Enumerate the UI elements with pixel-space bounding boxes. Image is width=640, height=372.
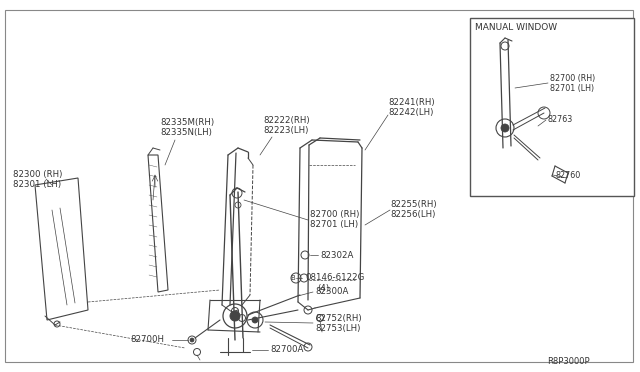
Circle shape — [501, 124, 509, 132]
Text: 82255(RH): 82255(RH) — [390, 201, 436, 209]
Text: 82753(LH): 82753(LH) — [315, 324, 360, 333]
Circle shape — [230, 311, 240, 321]
Text: 82701 (LH): 82701 (LH) — [550, 83, 594, 93]
Text: 82701 (LH): 82701 (LH) — [310, 221, 358, 230]
Text: 08146-6122G: 08146-6122G — [305, 273, 364, 282]
Text: 82335M(RH): 82335M(RH) — [160, 118, 214, 126]
Bar — [470, 18, 634, 196]
Text: 82242(LH): 82242(LH) — [388, 108, 433, 116]
Text: 82302A: 82302A — [320, 250, 353, 260]
Text: 82335N(LH): 82335N(LH) — [160, 128, 212, 137]
Text: 82223(LH): 82223(LH) — [263, 125, 308, 135]
Text: 82301 (LH): 82301 (LH) — [13, 180, 61, 189]
Text: 82700 (RH): 82700 (RH) — [550, 74, 595, 83]
Text: 82300A: 82300A — [315, 288, 348, 296]
Text: 82300 (RH): 82300 (RH) — [13, 170, 62, 180]
Text: 82760: 82760 — [555, 170, 580, 180]
Text: (4): (4) — [317, 283, 329, 292]
Text: 82700 (RH): 82700 (RH) — [310, 211, 360, 219]
Text: 82222(RH): 82222(RH) — [263, 115, 310, 125]
Text: 82700H: 82700H — [130, 336, 164, 344]
Text: 82700A: 82700A — [270, 346, 303, 355]
Text: 82256(LH): 82256(LH) — [390, 211, 435, 219]
Circle shape — [252, 317, 258, 323]
Text: 82763: 82763 — [548, 115, 573, 125]
Text: MANUAL WINDOW: MANUAL WINDOW — [475, 23, 557, 32]
Text: R8P3000P: R8P3000P — [547, 357, 590, 366]
Text: B: B — [291, 275, 296, 281]
Text: 82752(RH): 82752(RH) — [315, 314, 362, 323]
Text: 82241(RH): 82241(RH) — [388, 97, 435, 106]
Circle shape — [190, 338, 194, 342]
